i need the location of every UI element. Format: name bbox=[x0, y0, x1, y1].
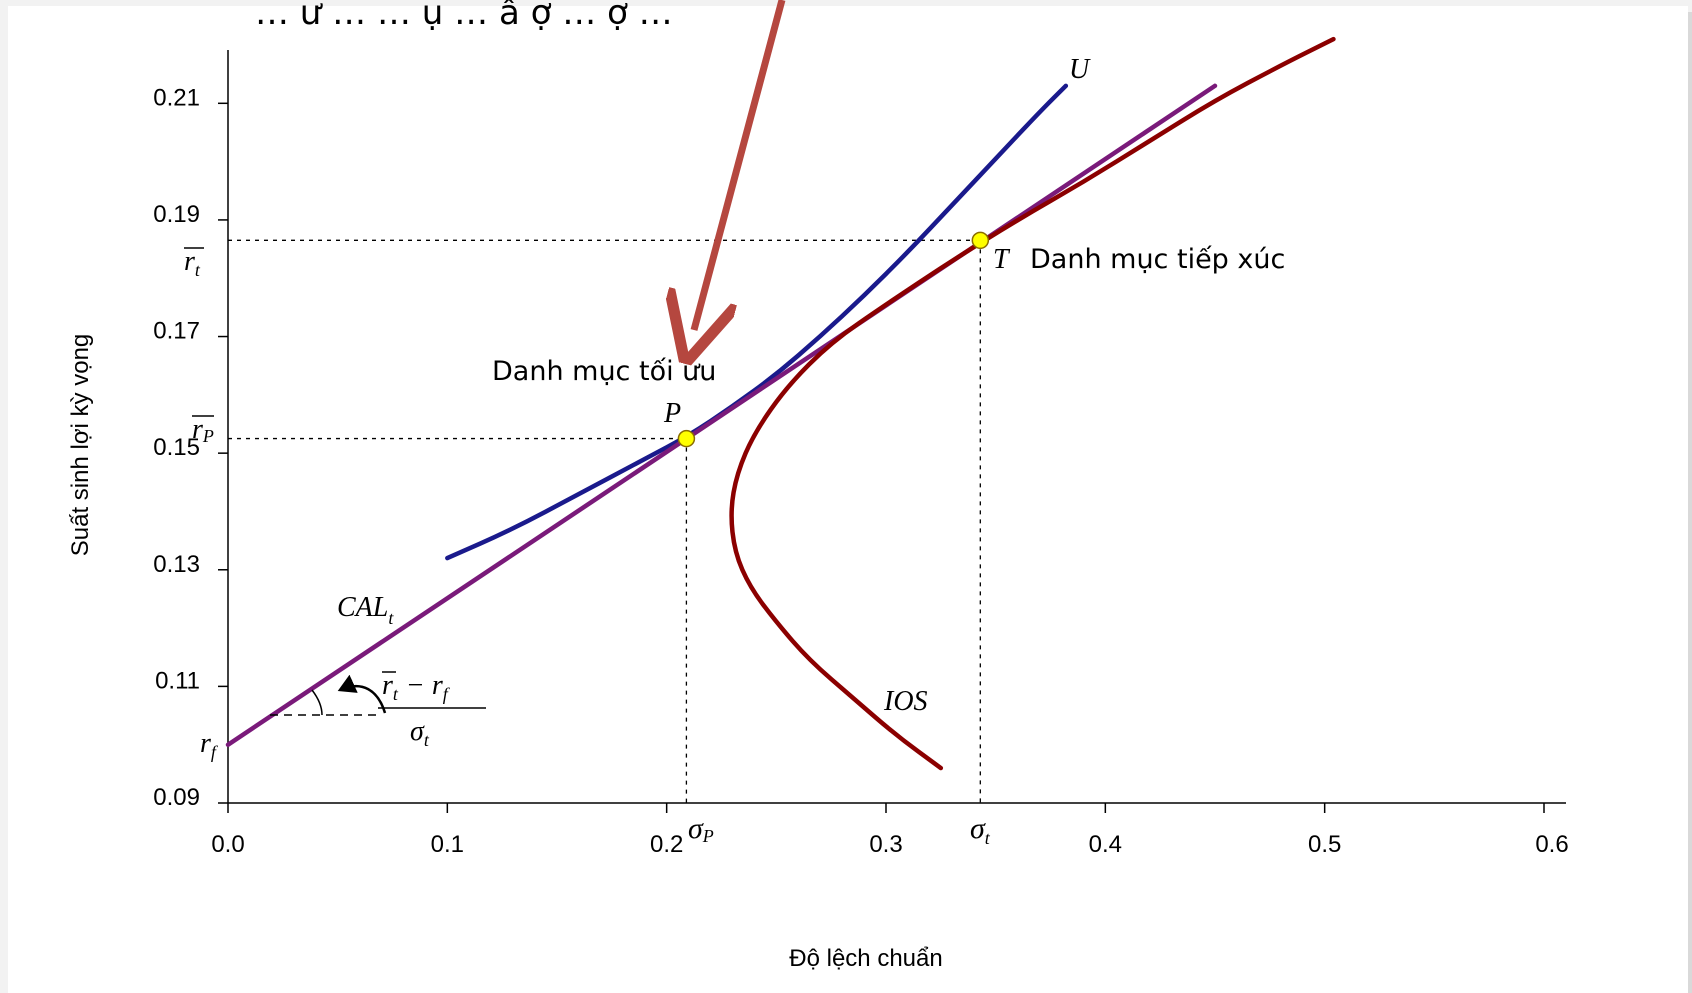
x-tick-label: 0.4 bbox=[1089, 831, 1122, 858]
x-tick-label: 0.2 bbox=[650, 831, 683, 858]
plot-panel bbox=[8, 6, 1688, 993]
x-tick-label: 0.5 bbox=[1308, 831, 1341, 858]
slope-fraction-text: rt − rf σt bbox=[382, 670, 451, 750]
y-tick-label: 0.17 bbox=[153, 318, 200, 345]
U-label: U bbox=[1069, 54, 1091, 85]
svg-text:σt: σt bbox=[410, 716, 430, 750]
y-tick-group: 0.09 0.11 0.13 0.15 0.17 0.19 0.21 bbox=[153, 84, 228, 811]
slope-pointer bbox=[337, 674, 387, 714]
rf-label: rf bbox=[200, 728, 219, 762]
svg-text:rt: rt bbox=[184, 246, 201, 280]
y-tick-label: 0.09 bbox=[153, 784, 200, 811]
sigma-t-label: σt bbox=[970, 812, 991, 848]
y-tick-label: 0.15 bbox=[153, 434, 200, 461]
svg-text:rP: rP bbox=[192, 414, 214, 446]
slope-annotation bbox=[270, 674, 486, 716]
points-group bbox=[677, 231, 990, 448]
series-group bbox=[225, 36, 1336, 771]
series-u-line bbox=[445, 83, 1069, 561]
rp-bar-label: rP bbox=[192, 414, 214, 446]
svg-text:rt− rf: rt − rf bbox=[382, 670, 451, 704]
CAL-label: CALt bbox=[337, 592, 394, 628]
red-arrow bbox=[694, 0, 786, 330]
series-ios-line bbox=[729, 36, 1336, 771]
header-text: … ư … … ụ … ấ ợ … ợ … bbox=[255, 0, 673, 33]
series-cal-line bbox=[225, 83, 1218, 747]
slope-angle-arc bbox=[311, 689, 323, 716]
x-axis-title: Độ lệch chuẩn bbox=[789, 945, 942, 972]
y-axis-title: Suất sinh lợi kỳ vọng bbox=[67, 334, 94, 557]
point-P bbox=[677, 429, 696, 448]
rt-bar-label: rt bbox=[184, 246, 204, 280]
x-tick-label: 0.6 bbox=[1535, 831, 1568, 858]
x-tick-group: 0.0 0.1 0.2 0.3 0.4 0.5 0.6 bbox=[211, 803, 1569, 858]
T-label: T bbox=[993, 244, 1011, 275]
x-tick-label: 0.3 bbox=[869, 831, 902, 858]
P-label: P bbox=[663, 398, 681, 429]
y-tick-label: 0.19 bbox=[153, 201, 200, 228]
IOS-label: IOS bbox=[883, 686, 928, 717]
x-tick-label: 0.0 bbox=[211, 831, 244, 858]
y-tick-label: 0.11 bbox=[155, 667, 200, 694]
point-T bbox=[971, 231, 990, 250]
tangent-label: Danh mục tiếp xúc bbox=[1030, 244, 1285, 275]
optimal-label: Danh mục tối ưu bbox=[492, 356, 716, 387]
x-tick-label: 0.1 bbox=[431, 831, 464, 858]
guide-lines bbox=[228, 239, 981, 803]
y-tick-label: 0.21 bbox=[153, 84, 200, 111]
sigma-p-label: σP bbox=[688, 812, 714, 846]
y-tick-label: 0.13 bbox=[153, 551, 200, 578]
